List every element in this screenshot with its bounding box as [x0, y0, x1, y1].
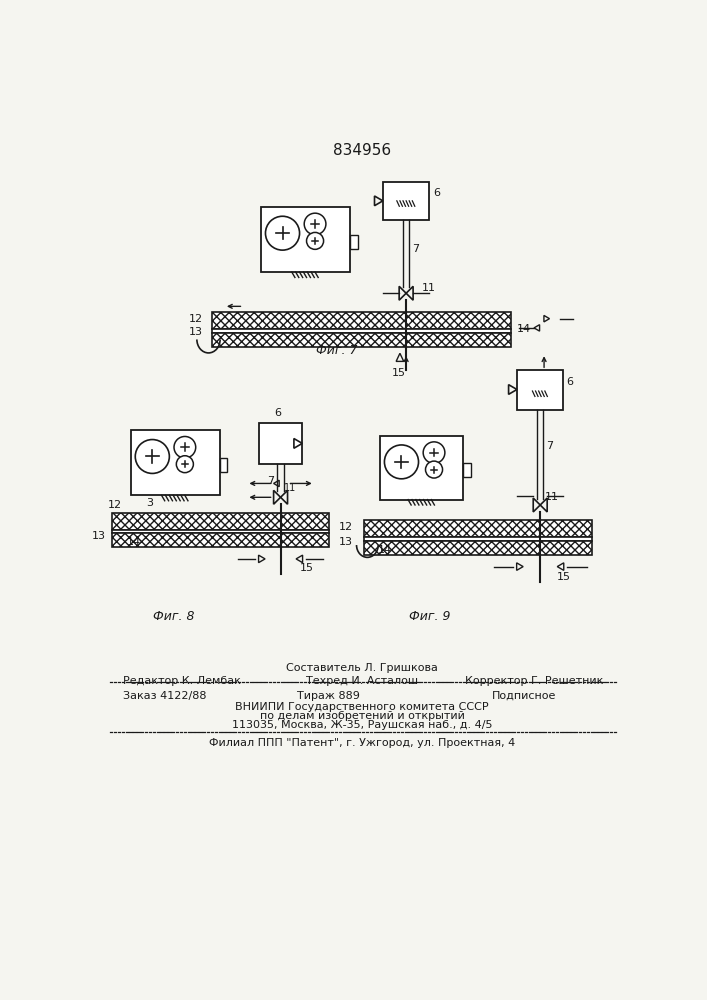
Text: Подписное: Подписное	[491, 691, 556, 701]
Text: 113035, Москва, Ж-35, Раушская наб., д. 4/5: 113035, Москва, Ж-35, Раушская наб., д. …	[232, 720, 492, 730]
Text: 13: 13	[92, 531, 106, 541]
Bar	[112, 533, 329, 547]
Circle shape	[423, 442, 445, 463]
Text: ВНИИПИ Государственного комитета СССР: ВНИИПИ Государственного комитета СССР	[235, 702, 489, 712]
Text: Фиг. 7: Фиг. 7	[315, 344, 357, 358]
Bar	[131, 430, 220, 495]
Text: 13: 13	[339, 537, 353, 547]
Text: 14: 14	[517, 324, 531, 334]
Text: 11: 11	[284, 483, 296, 493]
Bar	[112, 530, 329, 533]
Circle shape	[307, 232, 324, 249]
Text: Редактор К. Лембак: Редактор К. Лембак	[123, 676, 241, 686]
Text: 6: 6	[566, 377, 573, 387]
Circle shape	[176, 456, 194, 473]
Circle shape	[135, 440, 170, 473]
Text: 834956: 834956	[333, 143, 391, 158]
Text: 7: 7	[267, 476, 274, 486]
Text: Заказ 4122/88: Заказ 4122/88	[123, 691, 206, 701]
Bar	[464, 463, 472, 477]
Bar	[383, 182, 429, 220]
Text: 13: 13	[189, 327, 203, 337]
Text: 14: 14	[127, 537, 141, 547]
Bar	[212, 333, 510, 347]
Text: 6: 6	[274, 408, 281, 418]
Bar	[517, 370, 563, 410]
Bar	[363, 537, 592, 541]
Text: Тираж 889: Тираж 889	[297, 691, 360, 701]
Bar	[363, 520, 592, 537]
Text: 15: 15	[300, 563, 314, 573]
Text: Фиг. 8: Фиг. 8	[153, 610, 194, 623]
Bar	[112, 513, 329, 530]
Bar	[380, 436, 464, 500]
Text: Фиг. 9: Фиг. 9	[409, 610, 450, 623]
Text: Корректор Г. Решетник: Корректор Г. Решетник	[465, 676, 604, 686]
Bar	[259, 423, 303, 464]
Text: 15: 15	[557, 572, 571, 582]
Text: по делам изобретений и открытий: по делам изобретений и открытий	[259, 711, 464, 721]
Text: 12: 12	[107, 500, 122, 510]
Bar	[261, 207, 350, 272]
Circle shape	[385, 445, 419, 479]
Bar	[363, 541, 592, 555]
Circle shape	[426, 461, 443, 478]
Text: 11: 11	[545, 492, 559, 502]
Text: 14: 14	[378, 545, 392, 555]
Text: 12: 12	[339, 522, 353, 532]
Circle shape	[304, 213, 326, 235]
Bar	[212, 312, 510, 329]
Text: 7: 7	[412, 244, 419, 254]
Text: 3: 3	[146, 498, 153, 508]
Text: 7: 7	[547, 441, 554, 451]
Bar	[220, 458, 228, 472]
Circle shape	[174, 436, 196, 458]
Text: Техред И. Асталош: Техред И. Асталош	[306, 676, 418, 686]
Text: Составитель Л. Гришкова: Составитель Л. Гришкова	[286, 663, 438, 673]
Bar	[212, 329, 510, 333]
Text: 6: 6	[433, 188, 440, 198]
Text: 12: 12	[189, 314, 203, 324]
Bar	[350, 235, 358, 249]
Text: 11: 11	[421, 283, 436, 293]
Text: Филиал ППП "Патент", г. Ужгород, ул. Проектная, 4: Филиал ППП "Патент", г. Ужгород, ул. Про…	[209, 738, 515, 748]
Circle shape	[265, 216, 300, 250]
Text: 15: 15	[392, 368, 407, 378]
